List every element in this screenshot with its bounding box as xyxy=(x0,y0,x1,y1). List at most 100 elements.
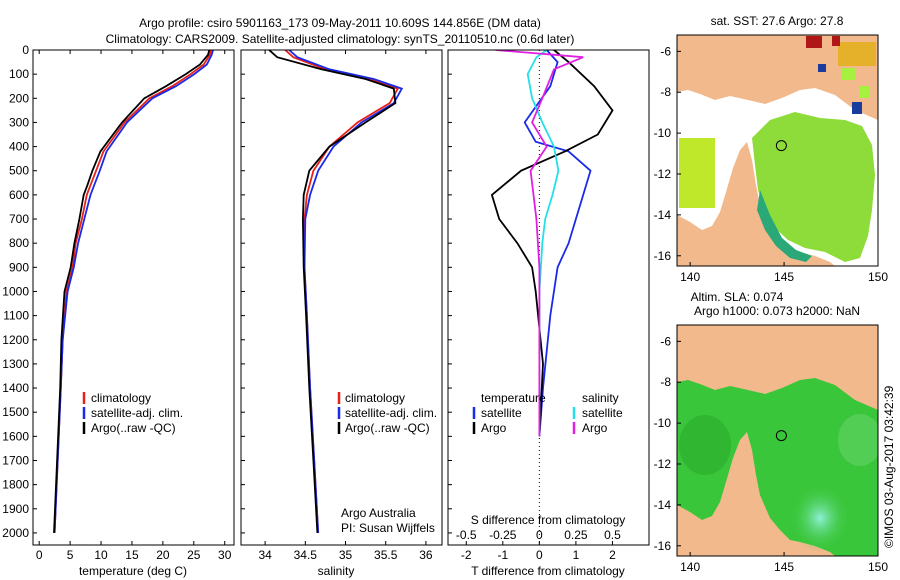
x-tick-label: 10 xyxy=(94,548,108,562)
map-y-tick-label: -6 xyxy=(660,334,671,348)
salinity-panel: 34 34.5 35 35.5 36 salinity climatology sate… xyxy=(240,49,443,578)
x-tick-label: 0 xyxy=(536,548,543,562)
legend-label-argo: Argo(..raw -QC) xyxy=(91,421,176,435)
x-tick-label: 36 xyxy=(419,548,433,562)
x-tick-label: -1 xyxy=(497,548,508,562)
legend-title-temperature: temperature xyxy=(481,391,546,405)
sst-cool-patch xyxy=(852,102,862,114)
x-tick-label: 30 xyxy=(218,548,232,562)
x-tick-label: 35.5 xyxy=(374,548,398,562)
depth-y-ticks: 0 100 200 300 400 500 600 700 800 900 1000 1100 1200… xyxy=(2,43,37,540)
sla-map-title-line-1: Altim. SLA: 0.074 xyxy=(691,290,784,304)
s-tick-label: -0.25 xyxy=(489,528,517,542)
y-tick-label: 500 xyxy=(9,164,29,178)
map-y-tick-label: -16 xyxy=(654,249,672,263)
map-x-tick-label: 150 xyxy=(868,560,888,574)
x-tick-label: 25 xyxy=(187,548,201,562)
temperature-x-label: temperature (deg C) xyxy=(79,564,187,578)
sla-map-ticks: 140 145 150 -6 -8 -10 -12 -14 -16 xyxy=(654,334,889,574)
cape-york-land xyxy=(677,142,835,266)
reef-lagoon-water xyxy=(757,190,812,262)
sst-gulf-water xyxy=(679,138,715,208)
map-x-tick-label: 145 xyxy=(774,270,794,284)
y-tick-label: 600 xyxy=(9,188,29,202)
legend-label-s-satellite: satellite xyxy=(582,406,623,420)
series-line-salinity-argo xyxy=(495,50,584,437)
salinity-legend: climatology satellite-adj. clim. Argo(..… xyxy=(337,391,437,435)
sst-patch xyxy=(842,68,856,80)
sst-map-title: sat. SST: 27.6 Argo: 27.8 xyxy=(711,14,844,28)
x-tick-label: 0 xyxy=(36,548,43,562)
t-difference-label: T difference from climatology xyxy=(471,564,625,578)
y-tick-label: 1400 xyxy=(2,381,29,395)
figure-title-line-2: Climatology: CARS2009. Satellite-adjuste… xyxy=(106,32,575,46)
sst-cool-patch xyxy=(818,64,826,72)
sla-anomaly xyxy=(838,414,878,466)
temperature-x-ticks: 0 5 10 15 20 25 30 xyxy=(36,50,232,562)
map-y-tick-label: -16 xyxy=(654,539,672,553)
argo-float-marker xyxy=(775,430,787,442)
map-y-tick-label: -12 xyxy=(654,457,672,471)
sst-map-ticks: 140 145 150 -6 -8 -10 -12 -14 -16 xyxy=(654,44,889,284)
series-line-climatology xyxy=(284,50,400,533)
sla-map-frame xyxy=(676,324,879,557)
sla-high-anomaly xyxy=(790,484,850,552)
salinity-x-ticks: 34 34.5 35 35.5 36 xyxy=(241,49,433,562)
salinity-diff-tick-labels: -0.5 -0.25 0 0.25 0.5 xyxy=(456,528,621,542)
difference-x-ticks: -2 -1 0 1 2 xyxy=(448,49,616,562)
legend-label-climatology: climatology xyxy=(91,391,151,405)
y-tick-label: 1500 xyxy=(2,405,29,419)
x-tick-label: 5 xyxy=(67,548,74,562)
salinity-axes-frame xyxy=(240,49,443,546)
sla-anomaly xyxy=(679,415,731,475)
s-tick-label: 0 xyxy=(536,528,543,542)
s-tick-label: 0.25 xyxy=(564,528,588,542)
argo-australia-label: Argo Australia xyxy=(341,506,416,520)
map-x-tick-label: 140 xyxy=(680,560,700,574)
x-tick-label: 15 xyxy=(125,548,139,562)
legend-label-s-argo: Argo xyxy=(582,421,608,435)
map-x-tick-label: 150 xyxy=(868,270,888,284)
legend-label-satellite: satellite-adj. clim. xyxy=(91,406,183,420)
legend-label-satellite: satellite-adj. clim. xyxy=(345,406,437,420)
y-tick-label: 400 xyxy=(9,140,29,154)
sst-hot-patch xyxy=(806,36,822,48)
sst-hot-patch xyxy=(832,36,840,46)
y-tick-label: 700 xyxy=(9,212,29,226)
cape-york-land xyxy=(677,432,835,556)
map-y-tick-label: -8 xyxy=(660,85,671,99)
series-line-argo-raw-qc- xyxy=(268,50,397,533)
new-guinea-land xyxy=(677,325,878,410)
y-tick-label: 1800 xyxy=(2,478,29,492)
salinity-x-label: salinity xyxy=(318,564,355,578)
map-x-tick-label: 140 xyxy=(680,270,700,284)
x-tick-label: 2 xyxy=(609,548,616,562)
argo-float-marker xyxy=(775,140,787,152)
map-y-tick-label: -14 xyxy=(654,498,672,512)
map-y-tick-label: -8 xyxy=(660,375,671,389)
x-tick-label: -2 xyxy=(461,548,472,562)
figure-title-line-1: Argo profile: csiro 5901163_173 09-May-2… xyxy=(139,16,541,30)
map-y-tick-label: -6 xyxy=(660,44,671,58)
y-tick-label: 1700 xyxy=(2,453,29,467)
sst-map-panel: sat. SST: 27.6 Argo: 27.8 140 145 150 -6 -8 -… xyxy=(654,14,889,284)
legend-label-climatology: climatology xyxy=(345,391,405,405)
y-tick-label: 1300 xyxy=(2,357,29,371)
difference-axes-frame xyxy=(447,49,650,546)
s-tick-label: 0.5 xyxy=(604,528,621,542)
legend-label-argo: Argo(..raw -QC) xyxy=(345,421,430,435)
series-line-satellite-adj-clim- xyxy=(288,50,404,533)
pi-label: PI: Susan Wijffels xyxy=(341,521,435,535)
temperature-panel: 0 5 10 15 20 25 30 0 100 200 300 400 500 600 700 800 90… xyxy=(2,43,235,578)
sst-warm-patch xyxy=(838,42,876,66)
difference-panel: -2 -1 0 1 2 -0.5 -0.25 0 0.25 0.5 S difference f… xyxy=(447,49,650,578)
sst-patch xyxy=(860,86,870,98)
s-tick-label: -0.5 xyxy=(456,528,477,542)
difference-legend-salinity: salinity satellite Argo xyxy=(572,391,623,435)
y-tick-label: 200 xyxy=(9,91,29,105)
y-tick-label: 2000 xyxy=(2,526,29,540)
map-y-tick-label: -14 xyxy=(654,208,672,222)
difference-plot-area xyxy=(490,50,614,545)
y-tick-label: 100 xyxy=(9,67,29,81)
